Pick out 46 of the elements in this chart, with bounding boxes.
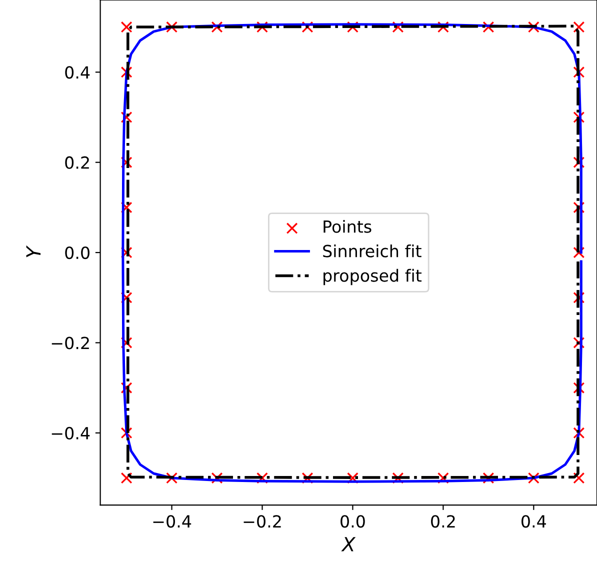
point	[120, 246, 132, 258]
x-tick-label: 0.2	[431, 515, 455, 528]
point	[302, 21, 314, 33]
point	[573, 427, 585, 439]
x-tick-label: 0.4	[522, 515, 546, 528]
point	[120, 202, 132, 214]
point	[573, 21, 585, 33]
y-axis-title: Y	[26, 245, 41, 258]
point	[346, 472, 358, 484]
point	[256, 472, 268, 484]
y-tick-label: 0.4	[65, 66, 90, 79]
point	[302, 472, 314, 484]
point	[166, 472, 178, 484]
point	[528, 472, 540, 484]
point	[120, 21, 132, 33]
point	[573, 336, 585, 348]
point	[392, 21, 404, 33]
point	[392, 472, 404, 484]
x-axis-title: X	[341, 537, 356, 552]
point	[573, 156, 585, 168]
point	[573, 202, 585, 214]
point	[120, 112, 132, 123]
y-tick-label: −0.4	[52, 426, 90, 440]
point	[437, 472, 449, 484]
x-tick-label: −0.2	[244, 515, 281, 528]
point	[120, 427, 132, 439]
point	[573, 112, 585, 123]
point	[482, 21, 494, 33]
legend-label: Sinnreich fit	[323, 244, 422, 258]
point	[166, 21, 178, 33]
y-tick-label: 0.2	[65, 156, 89, 169]
y-tick-label: −0.2	[52, 336, 89, 350]
point	[120, 292, 132, 304]
legend-label: proposed fit	[324, 268, 422, 286]
point	[573, 472, 585, 484]
x-tick-label: 0.0	[340, 515, 365, 528]
point	[573, 246, 585, 258]
point	[573, 66, 585, 78]
point	[120, 472, 132, 484]
point	[573, 292, 585, 304]
point	[211, 472, 223, 484]
x-tick-label: −0.4	[153, 515, 192, 528]
y-tick-label: 0.0	[65, 246, 90, 260]
point	[528, 21, 540, 33]
legend-label: Points	[324, 220, 372, 233]
point	[211, 21, 223, 33]
